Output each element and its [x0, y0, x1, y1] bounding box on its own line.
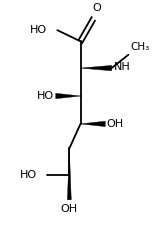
Text: OH: OH: [61, 204, 78, 214]
Polygon shape: [56, 93, 80, 99]
Text: OH: OH: [107, 119, 124, 129]
Polygon shape: [67, 148, 71, 200]
Text: HO: HO: [30, 25, 47, 35]
Text: NH: NH: [114, 62, 131, 72]
Polygon shape: [80, 65, 112, 71]
Text: O: O: [92, 3, 101, 14]
Text: HO: HO: [37, 91, 54, 101]
Polygon shape: [80, 121, 105, 127]
Text: CH₃: CH₃: [130, 43, 149, 52]
Text: HO: HO: [20, 170, 37, 180]
